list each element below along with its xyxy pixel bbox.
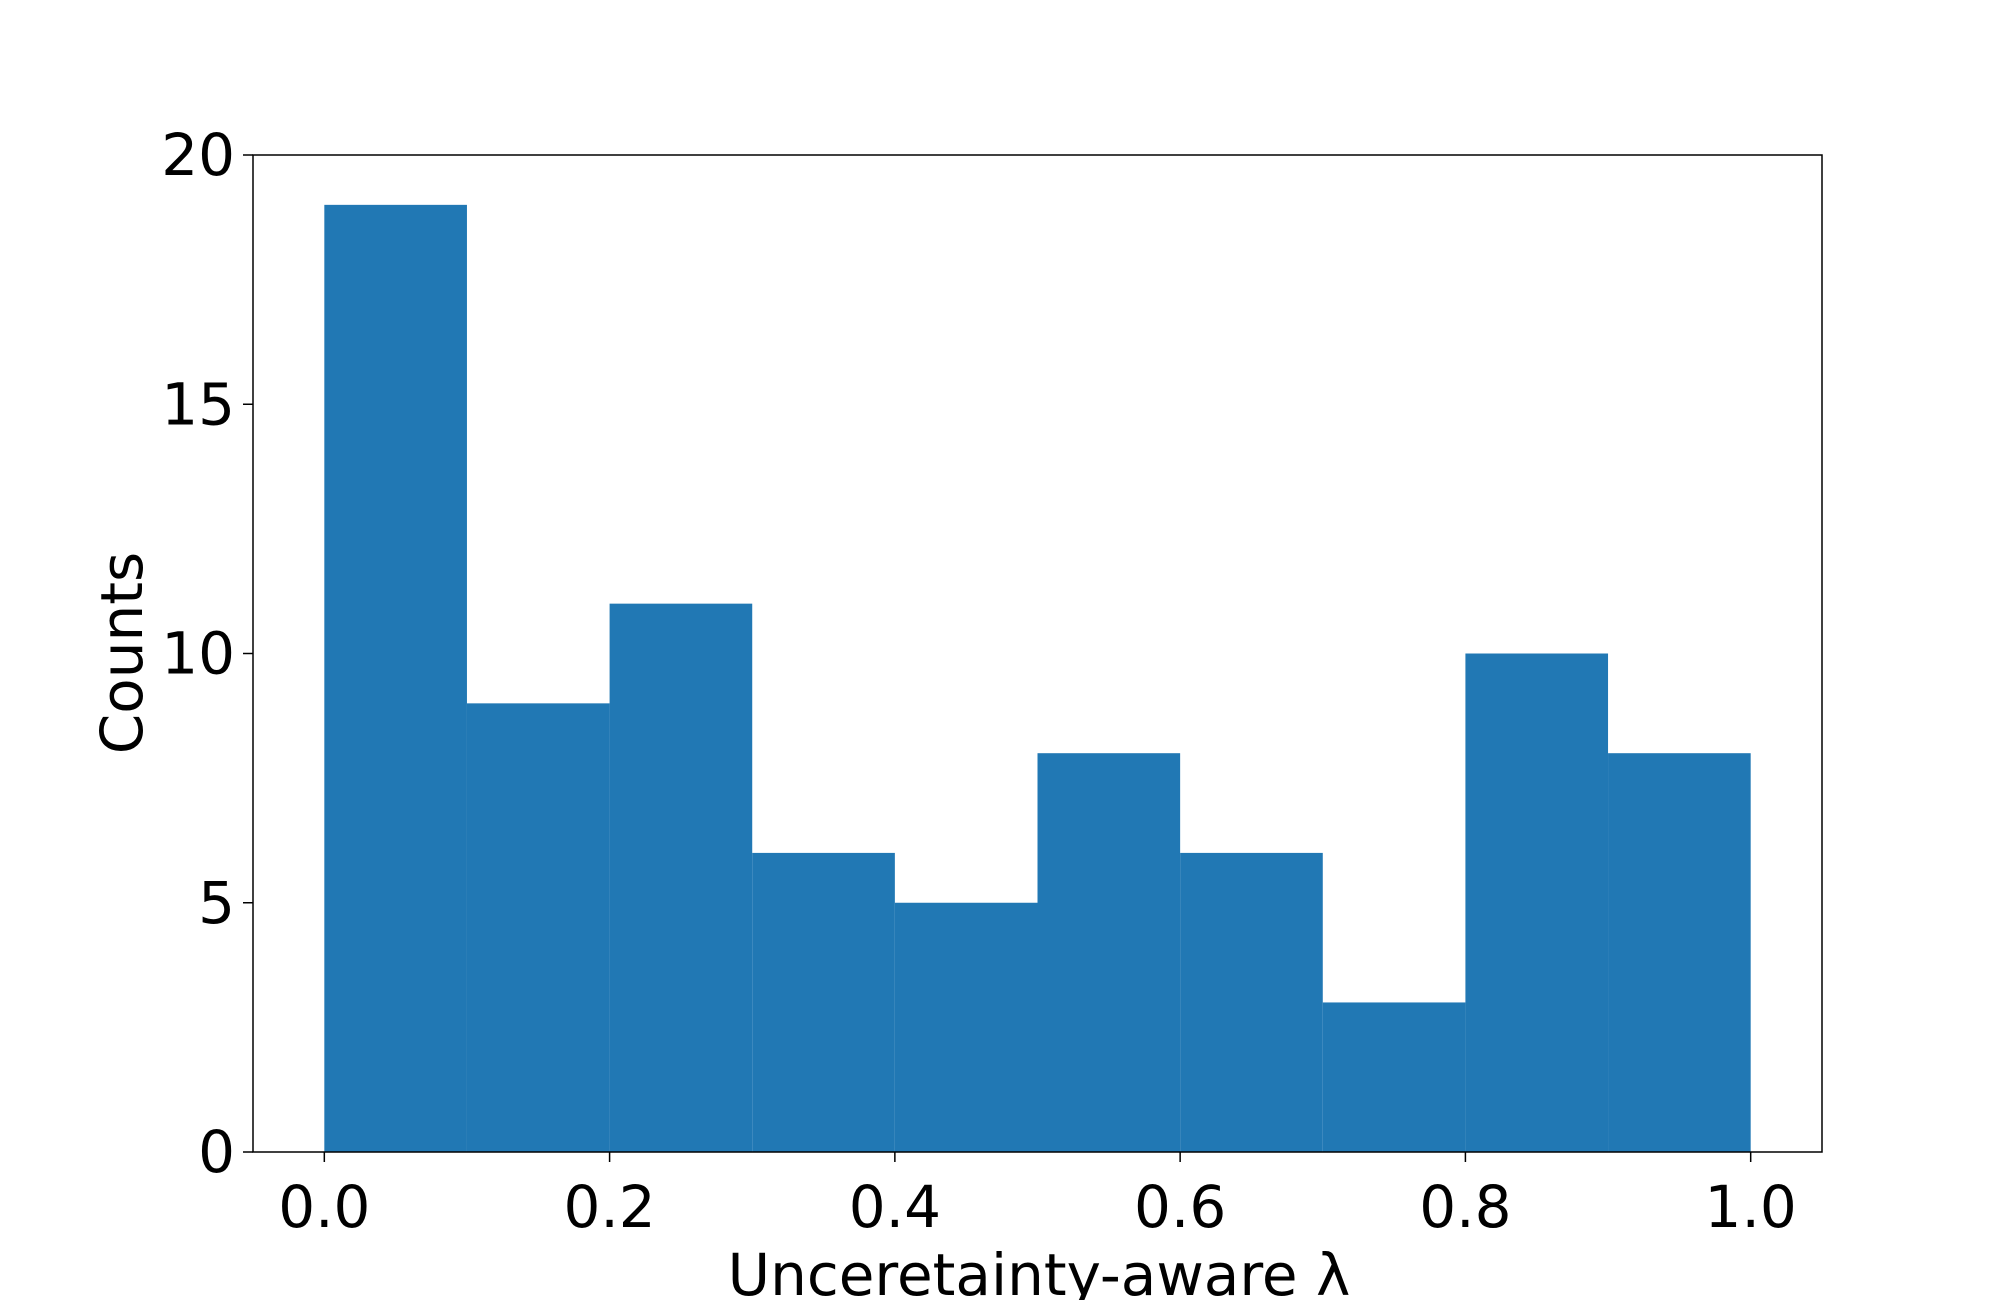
y-tick-label: 10 (161, 620, 235, 688)
y-tick-label: 15 (161, 370, 235, 438)
bar (1037, 753, 1181, 1152)
bar (894, 902, 1038, 1152)
x-tick-label: 0.2 (563, 1173, 655, 1241)
y-axis-label: Counts (88, 552, 156, 754)
x-tick-label: 0.6 (1134, 1173, 1226, 1241)
y-tick-label: 20 (161, 121, 235, 189)
bar (752, 852, 895, 1152)
bar (609, 603, 753, 1152)
x-tick-label: 0.4 (849, 1173, 941, 1241)
bar (1608, 753, 1751, 1152)
y-tick-label: 0 (198, 1118, 235, 1186)
bar (1322, 1002, 1466, 1152)
bar (466, 703, 610, 1152)
bar (1465, 653, 1609, 1152)
x-axis-label: Unceretainty-aware λ (728, 1241, 1351, 1300)
bar (324, 204, 467, 1153)
x-tick-label: 0.8 (1419, 1173, 1511, 1241)
y-tick-label: 5 (198, 869, 235, 937)
bar (1180, 852, 1323, 1152)
x-tick-label: 1.0 (1705, 1173, 1797, 1241)
x-tick-label: 0.0 (278, 1173, 370, 1241)
